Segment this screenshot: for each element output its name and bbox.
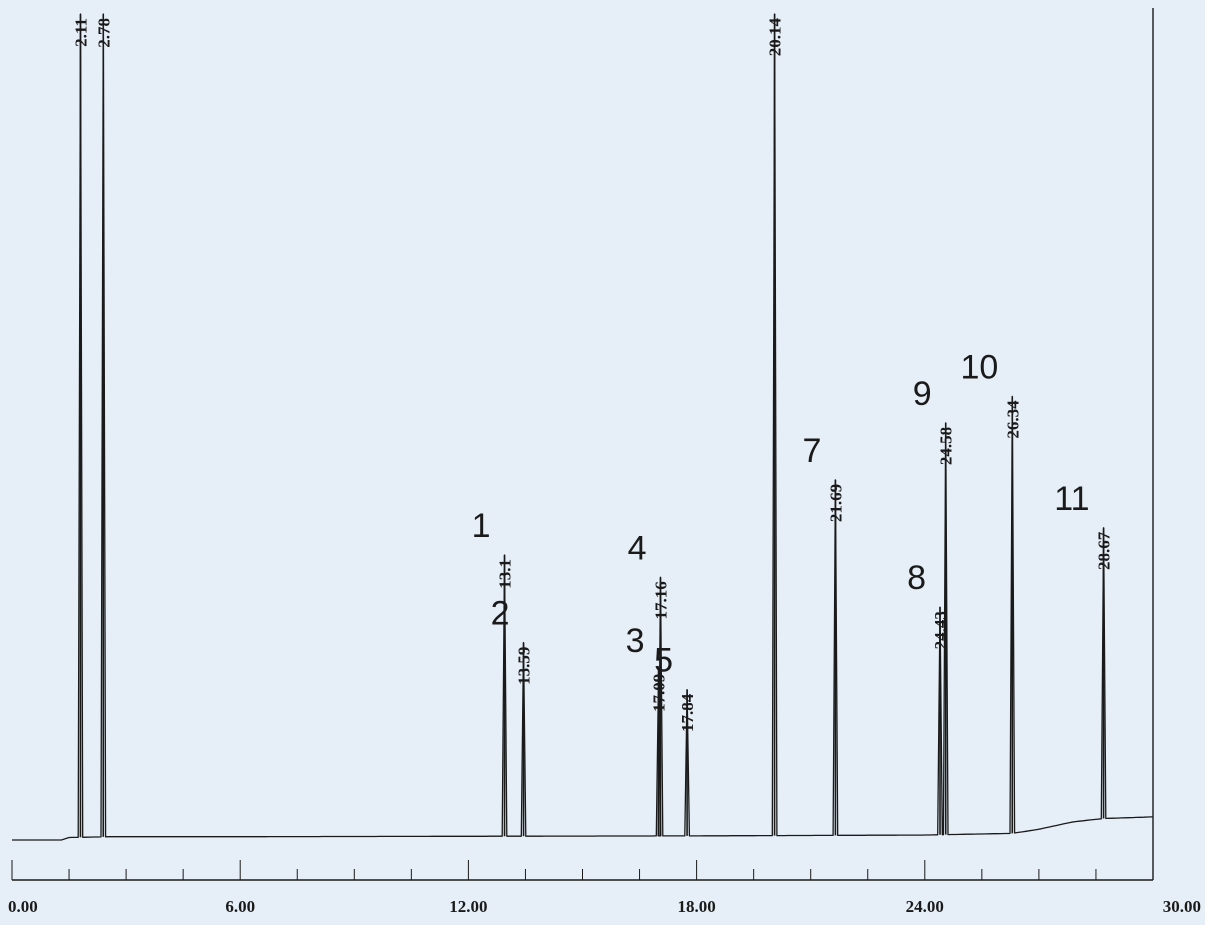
peak-number-label: 4 xyxy=(628,529,647,567)
peak-number-label: 10 xyxy=(960,348,998,386)
retention-time-label: 13.1 xyxy=(496,559,515,589)
retention-time-label: 21.69 xyxy=(826,484,845,522)
peak-labels: 2.11 2.78 13.1 1 13.59 2 17.09 3 17.16 4 17.84 5 20.… xyxy=(72,0,1114,732)
peak-number-label: 5 xyxy=(654,642,673,680)
retention-time-label: 26.34 xyxy=(1003,400,1022,439)
peak-number-label: 6 xyxy=(742,0,761,4)
chromatogram-trace xyxy=(12,13,1153,841)
trace xyxy=(12,13,1153,841)
x-tick-label: 6.00 xyxy=(225,897,255,916)
x-tick-label: 30.00 xyxy=(1163,897,1201,916)
retention-time-label: 13.59 xyxy=(515,647,534,685)
retention-time-label: 24.58 xyxy=(937,427,956,465)
retention-time-label: 2.11 xyxy=(72,18,91,47)
peak-number-label: 3 xyxy=(626,622,645,660)
retention-time-label: 2.78 xyxy=(94,18,113,48)
peak-number-label: 2 xyxy=(491,595,510,633)
peak-number-label: 7 xyxy=(802,432,821,470)
retention-time-label: 24.43 xyxy=(931,611,950,649)
x-tick-label: 24.00 xyxy=(906,897,944,916)
retention-time-label: 17.16 xyxy=(652,581,671,619)
peak-number-label: 1 xyxy=(472,507,491,545)
x-tick-label: 18.00 xyxy=(677,897,715,916)
x-tick-label: 0.00 xyxy=(8,897,38,916)
retention-time-label: 28.67 xyxy=(1095,531,1114,570)
axes: 0.00 6.00 12.00 18.00 24.00 30.00 xyxy=(8,8,1201,916)
peak-number-label: 9 xyxy=(913,375,932,413)
retention-time-label: 20.14 xyxy=(766,18,785,57)
retention-time-label: 17.09 xyxy=(650,674,669,712)
retention-time-label: 17.84 xyxy=(678,693,697,732)
peak-number-label: 8 xyxy=(907,559,926,597)
x-tick-label: 12.00 xyxy=(449,897,487,916)
peak-number-label: 11 xyxy=(1054,480,1089,518)
